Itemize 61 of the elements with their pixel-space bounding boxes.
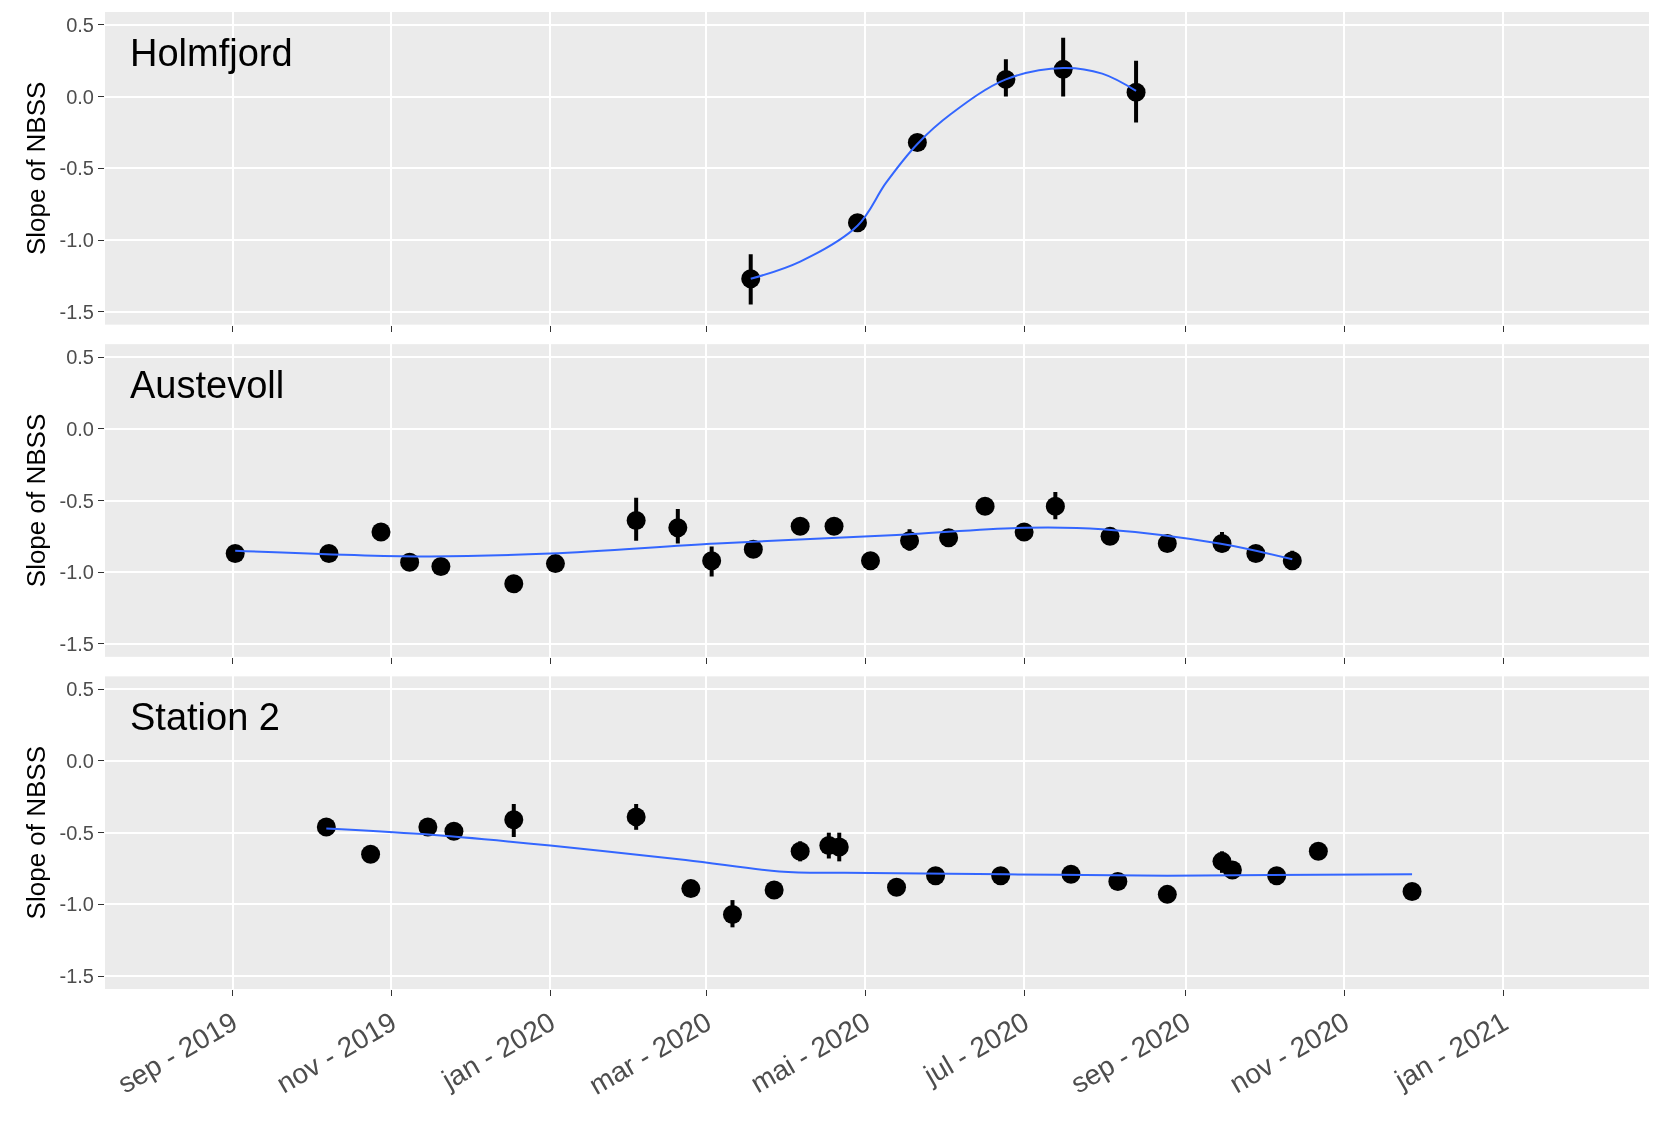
point bbox=[975, 496, 995, 516]
point bbox=[723, 904, 742, 924]
y-tick-label: -1.5 bbox=[59, 632, 94, 655]
point bbox=[1282, 551, 1302, 571]
point bbox=[371, 522, 391, 542]
y-tick-label: -1.5 bbox=[59, 965, 94, 988]
y-axis-title: Slope of NBSS bbox=[20, 413, 51, 588]
x-tick-label: mai - 2020 bbox=[745, 1006, 876, 1100]
y-tick-label: 0.5 bbox=[66, 346, 94, 369]
point bbox=[702, 551, 722, 571]
annotation: Holmfjord bbox=[130, 32, 293, 74]
point bbox=[764, 880, 784, 900]
x-tick-label: sep - 2020 bbox=[1065, 1006, 1196, 1100]
y-tick-label: -0.5 bbox=[59, 489, 94, 512]
y-axis-title: Slope of NBSS bbox=[20, 745, 51, 920]
x-tick-label: mar - 2020 bbox=[583, 1006, 717, 1101]
point bbox=[1402, 881, 1422, 901]
x-tick-label: jul - 2020 bbox=[917, 1006, 1035, 1092]
point bbox=[1045, 496, 1065, 516]
point bbox=[790, 841, 810, 861]
point bbox=[545, 554, 565, 574]
point bbox=[418, 817, 438, 837]
y-tick-label: -1.0 bbox=[59, 561, 94, 584]
y-tick-label: -1.5 bbox=[59, 300, 94, 323]
point bbox=[681, 879, 701, 899]
point bbox=[316, 817, 336, 837]
x-tick-label: nov - 2019 bbox=[271, 1006, 402, 1100]
y-tick-label: 0.0 bbox=[66, 85, 94, 108]
point bbox=[1157, 884, 1177, 904]
y-tick-label: -1.0 bbox=[59, 893, 94, 916]
y-axis-title: Slope of NBSS bbox=[20, 81, 51, 256]
point bbox=[824, 516, 844, 536]
y-tick-label: -0.5 bbox=[59, 821, 94, 844]
point bbox=[1308, 841, 1328, 861]
x-tick-label: jan - 2021 bbox=[1388, 1006, 1514, 1096]
point bbox=[741, 269, 761, 289]
point bbox=[431, 556, 451, 576]
x-tick-label: jan - 2020 bbox=[436, 1006, 561, 1096]
point bbox=[504, 574, 524, 594]
point bbox=[1126, 82, 1146, 102]
y-tick-label: -0.5 bbox=[59, 157, 94, 180]
point bbox=[861, 551, 880, 571]
point bbox=[790, 516, 810, 536]
y-tick-label: -1.0 bbox=[59, 229, 94, 252]
y-tick-label: 0.0 bbox=[66, 417, 94, 440]
point bbox=[1157, 534, 1177, 554]
point bbox=[1100, 526, 1120, 546]
point bbox=[626, 807, 646, 827]
y-tick-label: 0.5 bbox=[66, 678, 94, 701]
x-tick-label: nov - 2020 bbox=[1224, 1006, 1355, 1100]
y-tick-label: 0.5 bbox=[66, 13, 94, 36]
annotation: Station 2 bbox=[130, 696, 280, 738]
annotation: Austevoll bbox=[130, 364, 285, 406]
point bbox=[626, 511, 646, 531]
x-tick-label: sep - 2019 bbox=[112, 1006, 243, 1100]
point bbox=[504, 810, 524, 830]
point bbox=[225, 544, 245, 564]
y-tick-label: 0.0 bbox=[66, 749, 94, 772]
point bbox=[361, 844, 381, 864]
point bbox=[668, 518, 688, 538]
point bbox=[743, 539, 763, 559]
